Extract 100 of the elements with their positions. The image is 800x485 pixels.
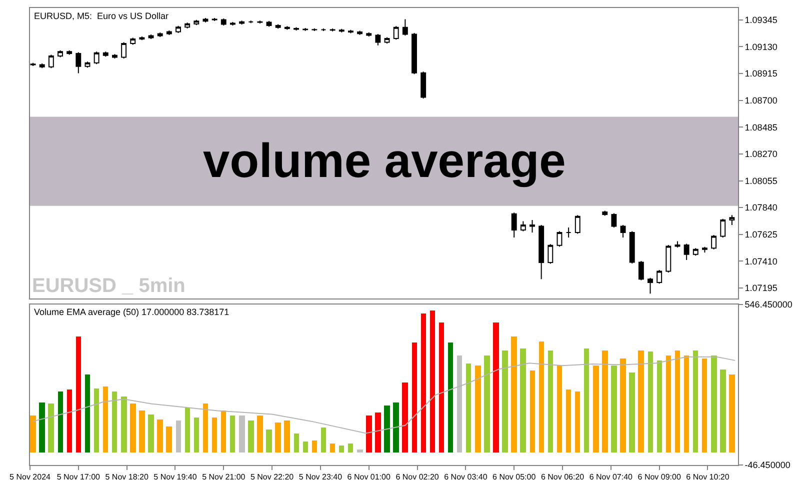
x-tick-label: 5 Nov 21:00 [202, 472, 246, 482]
candlestick [702, 246, 708, 253]
candlestick [656, 269, 662, 284]
bar [402, 382, 408, 453]
candlestick [39, 63, 45, 69]
bar [711, 356, 717, 453]
candlestick [574, 214, 580, 234]
bar [448, 342, 453, 453]
candlestick [684, 243, 690, 260]
candlestick [638, 260, 644, 281]
bar [366, 416, 372, 453]
y-tick-label: -46.450000 [744, 460, 790, 470]
candlestick [112, 54, 118, 60]
bar [30, 416, 36, 453]
x-tick-label: 5 Nov 22:20 [250, 472, 294, 482]
bar [103, 386, 108, 453]
bar [384, 406, 390, 453]
y-tick-label: 1.09130 [744, 42, 778, 52]
y-tick-label: 1.08270 [744, 149, 778, 160]
candlestick [302, 27, 308, 32]
y-tick-label: 1.07840 [744, 202, 778, 213]
bar [94, 388, 99, 453]
bar [393, 402, 399, 453]
bar [629, 372, 635, 453]
chart-title: Volume EMA average (50) 17.000000 83.738171 [34, 307, 230, 317]
candlestick [76, 52, 82, 74]
bar [257, 416, 263, 453]
x-tick-label: 5 Nov 2024 [10, 472, 52, 482]
candlestick [275, 24, 281, 30]
candlestick [384, 36, 390, 44]
bar [121, 396, 127, 453]
candlestick [176, 25, 181, 34]
y-tick-label: 546.450000 [744, 300, 792, 310]
candlestick [511, 212, 517, 238]
bar [39, 402, 45, 453]
y-tick-label: 1.08055 [744, 176, 778, 186]
candlestick [166, 30, 172, 36]
bar [421, 314, 426, 453]
candlestick [729, 214, 735, 226]
candlestick [648, 277, 653, 294]
bar [575, 392, 580, 453]
candlestick [620, 224, 626, 238]
bar [611, 366, 617, 453]
candlestick [157, 32, 163, 38]
bar [357, 450, 363, 453]
bar [203, 404, 208, 453]
candlestick [556, 230, 562, 248]
candlestick [393, 26, 399, 40]
x-tick-label: 6 Nov 09:00 [638, 472, 682, 482]
bar [58, 392, 63, 453]
bar [620, 358, 626, 453]
bar [648, 352, 653, 453]
candlestick [230, 21, 236, 26]
bar [321, 428, 326, 453]
x-tick-label: 5 Nov 19:40 [154, 472, 198, 482]
bar [148, 414, 154, 453]
chart-title: EURUSD, M5: Euro vs US Dollar [34, 11, 169, 21]
candlestick [357, 30, 363, 36]
bar [48, 404, 54, 453]
candlestick [666, 244, 672, 273]
candlestick [121, 42, 127, 60]
candlestick [248, 20, 254, 24]
y-tick-label: 1.08915 [744, 68, 778, 79]
candlestick [212, 17, 218, 22]
candlestick [102, 51, 108, 58]
y-tick-label: 1.07625 [744, 230, 778, 240]
candlestick [30, 62, 36, 67]
bar [702, 358, 707, 453]
x-tick-label: 5 Nov 18:20 [105, 472, 149, 482]
candlestick [94, 51, 100, 65]
bar [157, 420, 163, 453]
x-tick-label: 6 Nov 01:00 [347, 472, 391, 482]
bar [557, 366, 562, 453]
x-tick-label: 5 Nov 23:40 [298, 472, 343, 482]
candlestick [220, 18, 226, 26]
candlestick [602, 210, 608, 216]
bar [275, 422, 281, 453]
bar [330, 444, 335, 453]
x-tick-label: 6 Nov 05:00 [492, 472, 536, 482]
bar [248, 420, 254, 453]
x-tick-label: 5 Nov 17:00 [56, 472, 101, 482]
candlestick [130, 37, 136, 46]
bar [684, 356, 689, 453]
candlestick [420, 71, 426, 99]
candlestick [692, 248, 698, 256]
bar [230, 416, 235, 453]
bar [212, 418, 217, 453]
bar [176, 420, 181, 453]
bar [139, 410, 145, 453]
bar [638, 350, 644, 453]
bar [720, 370, 726, 453]
candlestick [66, 50, 72, 56]
x-tick-label: 6 Nov 06:20 [540, 472, 585, 482]
candlestick [720, 218, 726, 238]
bar [348, 444, 353, 453]
bar [548, 350, 553, 453]
bar [520, 348, 526, 453]
bar [85, 374, 90, 453]
bar [430, 310, 435, 453]
candlestick [711, 234, 717, 250]
